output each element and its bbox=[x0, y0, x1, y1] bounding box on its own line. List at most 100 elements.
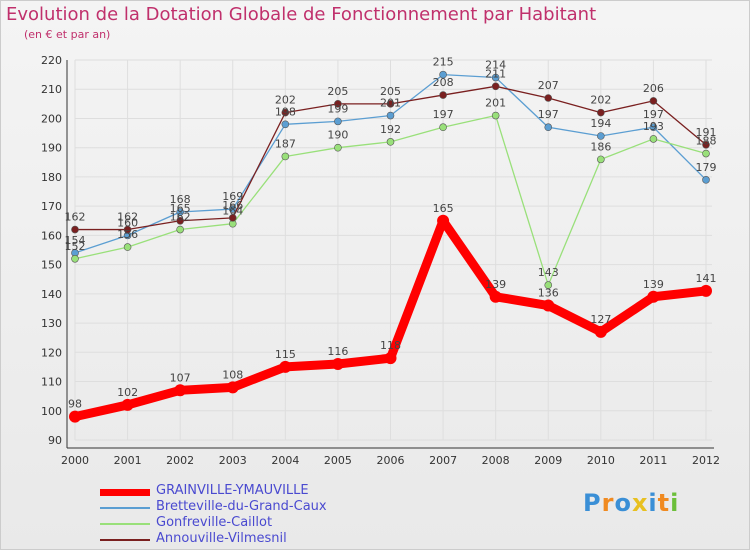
y-tick-label: 100 bbox=[41, 405, 62, 418]
data-label-1: 194 bbox=[590, 117, 611, 130]
x-tick-label: 2002 bbox=[166, 454, 194, 467]
data-label-0: 139 bbox=[485, 278, 506, 291]
chart-title: Evolution de la Dotation Globale de Fonc… bbox=[6, 4, 597, 25]
series-point-2 bbox=[334, 143, 342, 152]
x-tick-label: 2000 bbox=[61, 454, 89, 467]
data-label-2: 190 bbox=[327, 129, 348, 142]
legend-swatch-grainville bbox=[100, 489, 150, 496]
data-label-3: 206 bbox=[643, 82, 664, 95]
series-point-1 bbox=[649, 123, 658, 132]
data-label-2: 164 bbox=[222, 205, 243, 218]
data-label-0: 165 bbox=[433, 202, 454, 215]
series-point-0 bbox=[331, 358, 344, 370]
y-tick-label: 220 bbox=[41, 54, 62, 67]
data-label-2: 192 bbox=[380, 123, 401, 136]
data-label-0: 107 bbox=[170, 371, 191, 384]
series-point-0 bbox=[700, 284, 712, 297]
x-tick-label: 2007 bbox=[429, 454, 457, 467]
series-point-3 bbox=[597, 108, 605, 117]
legend-swatch-annouville bbox=[100, 539, 150, 541]
data-label-2: 201 bbox=[485, 97, 506, 110]
legend-label-bretteville: Bretteville-du-Grand-Caux bbox=[156, 499, 327, 514]
data-label-1: 197 bbox=[538, 108, 559, 121]
legend-swatch-bretteville bbox=[100, 507, 150, 509]
series-point-2 bbox=[176, 225, 184, 234]
logo-letter: t bbox=[657, 489, 671, 517]
series-point-3 bbox=[544, 94, 553, 102]
data-label-2: 186 bbox=[590, 140, 611, 153]
data-label-1: 214 bbox=[485, 59, 506, 72]
y-tick-label: 190 bbox=[41, 142, 62, 155]
data-label-1: 199 bbox=[327, 102, 348, 115]
data-label-2: 188 bbox=[696, 135, 717, 148]
series-point-3 bbox=[649, 97, 658, 105]
series-point-1 bbox=[281, 120, 290, 129]
data-label-1: 154 bbox=[65, 234, 86, 247]
legend-swatch-gonfreville bbox=[100, 523, 150, 525]
series-point-0 bbox=[226, 381, 239, 394]
data-label-1: 160 bbox=[117, 216, 138, 229]
data-label-2: 162 bbox=[170, 211, 191, 224]
x-tick-label: 2004 bbox=[271, 454, 299, 467]
legend-item-grainville: GRAINVILLE-YMAUVILLE bbox=[100, 483, 400, 499]
y-tick-label: 120 bbox=[41, 346, 62, 359]
data-label-1: 215 bbox=[433, 56, 454, 69]
data-label-1: 201 bbox=[380, 97, 401, 110]
data-label-1: 168 bbox=[170, 193, 191, 206]
series-point-1 bbox=[386, 111, 395, 120]
line-chart: 9010011012013014015016017018019020021022… bbox=[41, 54, 720, 467]
logo-letter: i bbox=[670, 489, 680, 517]
x-tick-label: 2009 bbox=[534, 454, 562, 467]
data-label-2: 193 bbox=[643, 120, 664, 133]
series-point-0 bbox=[489, 290, 502, 303]
data-label-0: 102 bbox=[117, 386, 138, 399]
series-point-1 bbox=[176, 208, 184, 216]
series-point-0 bbox=[69, 410, 81, 423]
logo-letter: o bbox=[614, 489, 632, 517]
series-point-3 bbox=[334, 100, 342, 108]
series-point-3 bbox=[491, 82, 500, 91]
series-point-2 bbox=[649, 135, 658, 143]
data-label-3: 208 bbox=[433, 76, 454, 89]
data-label-1: 179 bbox=[696, 161, 717, 174]
axis-layer: 9010011012013014015016017018019020021022… bbox=[41, 54, 720, 467]
y-tick-label: 110 bbox=[41, 376, 62, 389]
data-label-0: 136 bbox=[538, 287, 559, 300]
series-point-0 bbox=[174, 384, 187, 397]
series-point-1 bbox=[491, 73, 500, 82]
series-point-1 bbox=[228, 205, 237, 213]
data-label-2: 156 bbox=[117, 228, 138, 241]
data-label-0: 116 bbox=[327, 345, 348, 358]
series-point-2 bbox=[123, 243, 132, 251]
legend-label-annouville: Annouville-Vilmesnil bbox=[156, 531, 287, 546]
data-label-0: 108 bbox=[222, 368, 243, 381]
logo-letter: r bbox=[601, 489, 615, 517]
data-label-3: 165 bbox=[170, 202, 191, 215]
series-point-0 bbox=[647, 290, 660, 303]
series-point-0 bbox=[437, 214, 450, 227]
data-label-0: 141 bbox=[696, 272, 717, 285]
chart-subtitle: (en € et par an) bbox=[24, 28, 111, 41]
legend-item-gonfreville: Gonfreville-Caillot bbox=[100, 515, 400, 531]
y-tick-label: 170 bbox=[41, 200, 62, 213]
series-point-2 bbox=[439, 123, 447, 132]
series-point-0 bbox=[384, 352, 397, 365]
data-label-2: 152 bbox=[65, 240, 86, 253]
series-point-2 bbox=[491, 111, 500, 120]
data-label-3: 202 bbox=[590, 94, 611, 107]
proxiti-logo: Proxiti bbox=[583, 489, 679, 517]
data-label-3: 205 bbox=[380, 85, 401, 98]
series-point-1 bbox=[702, 176, 710, 184]
x-tick-label: 2008 bbox=[482, 454, 510, 467]
data-label-1: 169 bbox=[222, 190, 243, 203]
series-point-1 bbox=[334, 117, 342, 126]
y-tick-label: 210 bbox=[41, 83, 62, 96]
x-tick-label: 2012 bbox=[692, 454, 720, 467]
series-point-2 bbox=[544, 281, 553, 289]
legend-item-annouville: Annouville-Vilmesnil bbox=[100, 531, 400, 547]
data-label-3: 191 bbox=[696, 126, 717, 139]
series-layer bbox=[69, 70, 712, 423]
series-point-3 bbox=[123, 225, 132, 234]
x-tick-label: 2011 bbox=[639, 454, 667, 467]
